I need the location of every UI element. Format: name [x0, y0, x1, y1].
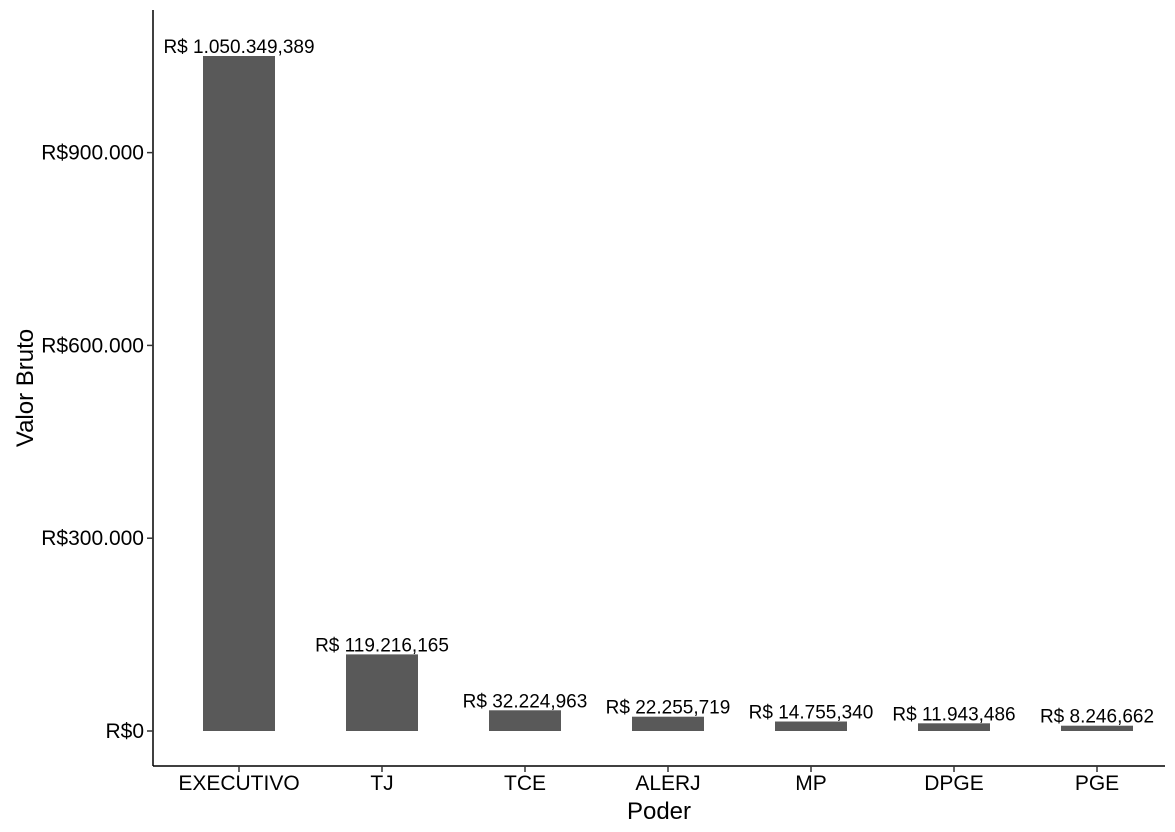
- bar-tj: [346, 654, 418, 731]
- data-label-pge: R$ 8.246,662: [1040, 707, 1154, 728]
- y-tick-label: R$900.000: [41, 142, 144, 165]
- x-ticks-group: EXECUTIVO TJ TCE ALERJ MP DPGE PGE: [178, 766, 1119, 795]
- data-label-tce: R$ 32.224,963: [463, 691, 588, 712]
- y-tick-label: R$300.000: [41, 527, 144, 550]
- x-tick-label: EXECUTIVO: [178, 772, 299, 795]
- bar-tce: [489, 710, 561, 731]
- data-label-dpge: R$ 11.943,486: [892, 704, 1015, 725]
- y-tick-label: R$0: [105, 720, 144, 743]
- bars-group: [203, 56, 1133, 731]
- data-labels-group: R$ 1.050.349,389 R$ 119.216,165 R$ 32.224,…: [163, 37, 1154, 728]
- bar-pge: [1061, 725, 1133, 731]
- x-tick-label: PGE: [1075, 772, 1119, 795]
- bar-alerj: [632, 716, 704, 731]
- x-tick-label: TCE: [504, 772, 546, 795]
- x-tick-label: TJ: [370, 772, 393, 795]
- y-axis-title: Valor Bruto: [12, 329, 39, 447]
- x-tick-label: MP: [795, 772, 827, 795]
- y-ticks-group: R$0 R$300.000 R$600.000 R$900.000: [41, 142, 153, 743]
- data-label-mp: R$ 14.755,340: [749, 703, 874, 724]
- x-axis-title: Poder: [627, 798, 691, 825]
- data-label-alerj: R$ 22.255,719: [606, 698, 731, 719]
- data-label-executivo: R$ 1.050.349,389: [163, 37, 314, 58]
- x-tick-label: ALERJ: [635, 772, 700, 795]
- bar-executivo: [203, 56, 275, 731]
- bar-mp: [775, 721, 847, 731]
- data-label-tj: R$ 119.216,165: [315, 635, 449, 656]
- y-tick-label: R$600.000: [41, 334, 144, 357]
- bar-dpge: [918, 723, 990, 731]
- x-tick-label: DPGE: [924, 772, 984, 795]
